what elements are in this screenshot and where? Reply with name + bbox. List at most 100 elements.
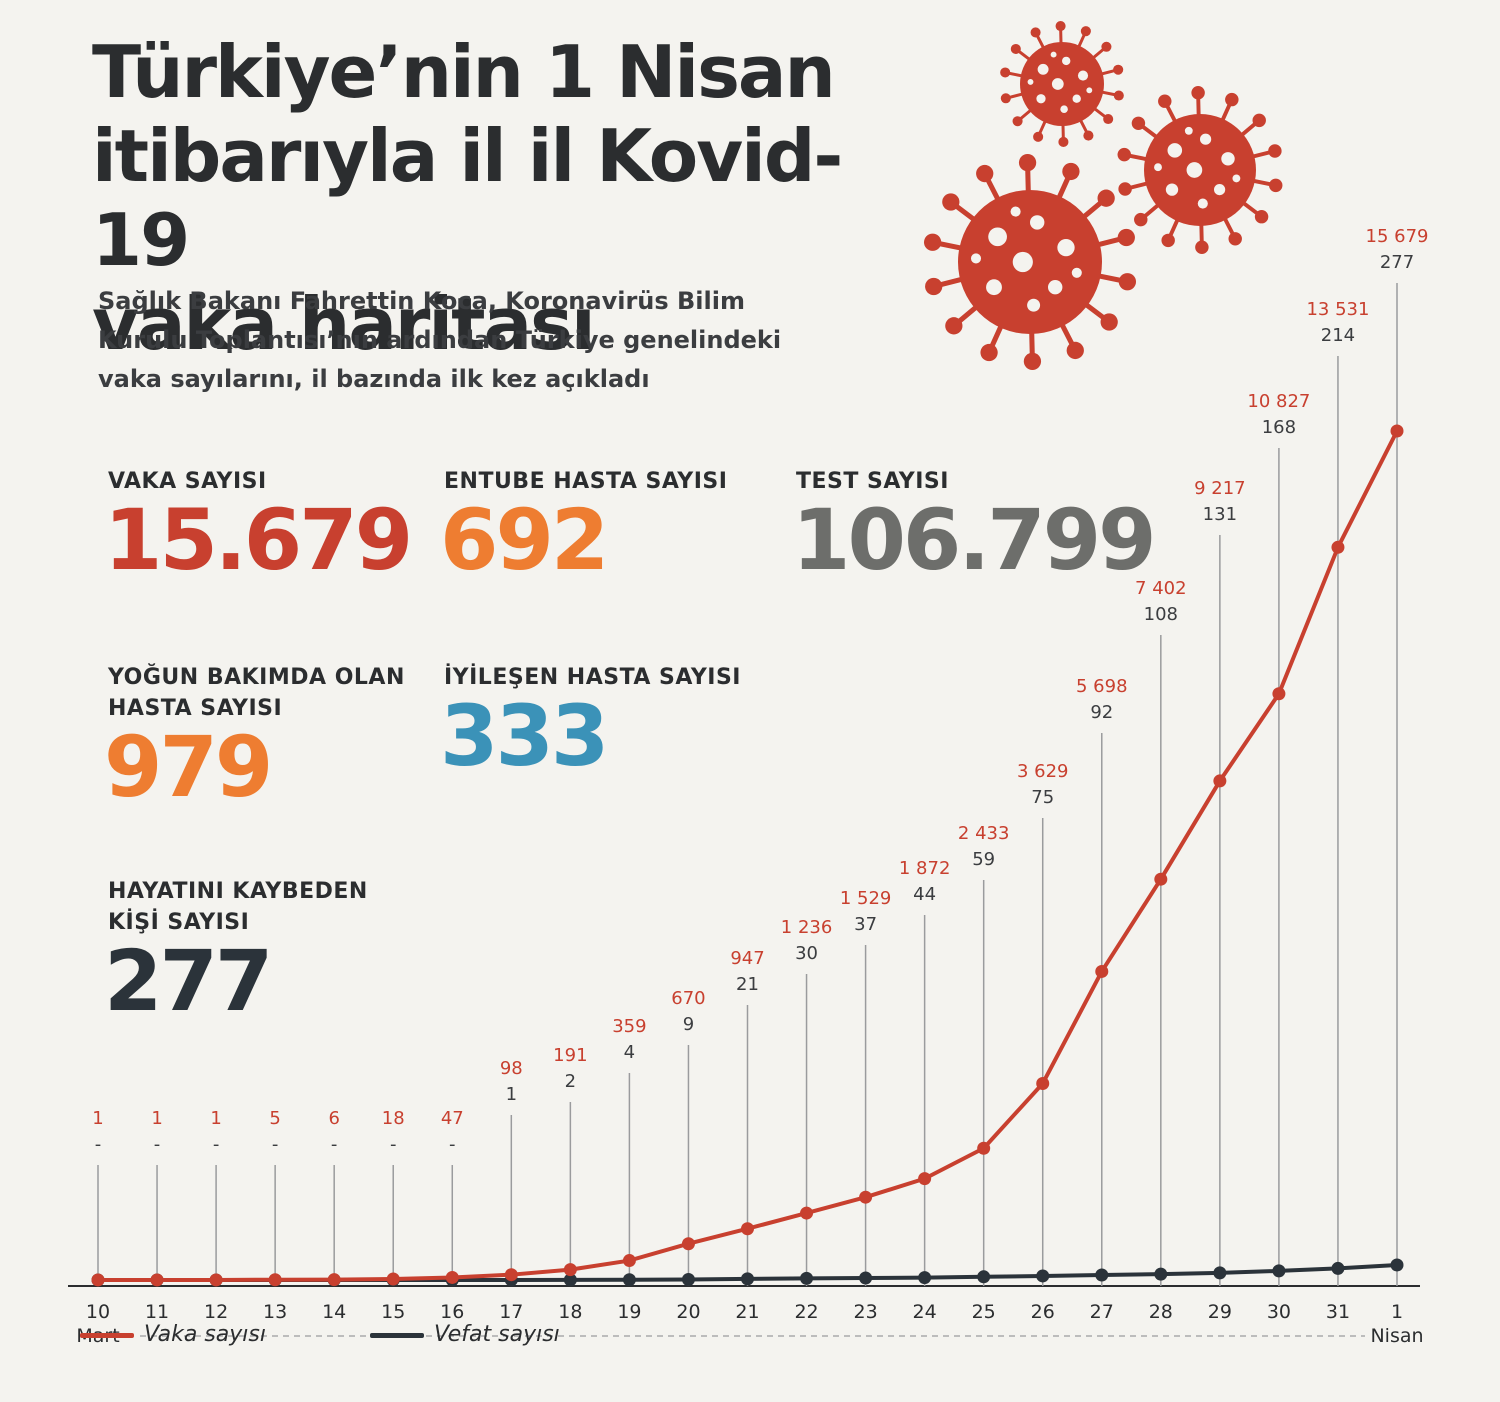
vaka-point: [622, 1254, 636, 1268]
x-tick-label: 19: [617, 1301, 641, 1323]
stat-label: HAYATINI KAYBEDEN KİŞİ SAYISI: [108, 879, 368, 935]
vaka-point: [209, 1273, 223, 1287]
vaka-point: [977, 1141, 991, 1155]
vaka-point: [1272, 687, 1286, 701]
vefat-point: [859, 1271, 873, 1285]
vefat-point: [1154, 1267, 1168, 1281]
vefat-point: [1272, 1264, 1286, 1278]
x-tick-label: 16: [440, 1301, 464, 1323]
data-label-vefat: 92: [1090, 702, 1113, 723]
vaka-point: [91, 1273, 105, 1287]
x-tick-label: 21: [735, 1301, 759, 1323]
vaka-point: [1154, 872, 1168, 886]
vaka-point: [741, 1222, 754, 1236]
vefat-point: [1213, 1266, 1227, 1280]
data-label-vaka: 1 529: [840, 888, 892, 909]
vaka-point: [327, 1273, 341, 1287]
data-label-vefat: -: [449, 1134, 456, 1155]
data-label-vaka: 670: [671, 988, 705, 1009]
legend-swatch: [370, 1332, 424, 1338]
data-label-vefat: 168: [1262, 417, 1296, 438]
vefat-point: [918, 1271, 932, 1285]
x-tick-label: 30: [1267, 1301, 1291, 1323]
vefat-point: [800, 1271, 814, 1285]
vaka-point: [1095, 964, 1109, 978]
subtitle: Sağlık Bakanı Fahrettin Koca, Koronavirü…: [98, 282, 858, 399]
data-label-vaka: 1 236: [781, 917, 833, 938]
stat-iyilesen: İYİLEŞEN HASTA SAYISI 333: [440, 662, 741, 779]
data-label-vefat: 75: [1031, 787, 1054, 808]
vaka-point: [1390, 424, 1404, 438]
stat-vefat: HAYATINI KAYBEDEN KİŞİ SAYISI 277: [104, 876, 368, 1024]
title-line: vaka haritası: [92, 282, 596, 366]
stat-label: YOĞUN BAKIMDA OLAN HASTA SAYISI: [108, 665, 405, 721]
vaka-point: [386, 1272, 400, 1286]
x-tick-label: 11: [145, 1301, 169, 1323]
x-tick-label: 10: [86, 1301, 110, 1323]
data-label-vaka: 13 531: [1306, 299, 1369, 320]
data-label-vaka: 5: [269, 1108, 280, 1129]
vefat-point: [622, 1273, 636, 1287]
x-tick-label: 17: [499, 1301, 523, 1323]
subtitle-line: vaka sayılarını, il bazında ilk kez açık…: [98, 365, 650, 393]
data-label-vefat: -: [154, 1134, 161, 1155]
legend-swatch: [80, 1332, 134, 1338]
vaka-point: [800, 1206, 814, 1220]
stat-value: 15.679: [104, 491, 413, 589]
stat-value: 333: [440, 687, 609, 785]
data-label-vefat: 59: [972, 849, 995, 870]
stat-vaka: VAKA SAYISI 15.679: [104, 466, 413, 583]
vefat-point: [681, 1273, 695, 1287]
stat-entube: ENTUBE HASTA SAYISI 692: [440, 466, 727, 583]
vefat-point: [977, 1270, 991, 1284]
data-label-vefat: 131: [1203, 504, 1237, 525]
x-tick-label: 29: [1208, 1301, 1232, 1323]
data-label-vaka: 5 698: [1076, 676, 1128, 697]
subtitle-line: Sağlık Bakanı Fahrettin Koca, Koronavirü…: [98, 287, 745, 315]
x-tick-label: 14: [322, 1301, 346, 1323]
x-tick-label: 18: [558, 1301, 582, 1323]
page-title: Türkiye’nin 1 Nisan itibarıyla il il Kov…: [92, 30, 932, 366]
data-label-vefat: -: [331, 1134, 338, 1155]
title-line: itibarıyla il il Kovid-19: [92, 114, 843, 282]
vefat-point: [563, 1273, 577, 1287]
vaka-point: [504, 1268, 518, 1282]
data-label-vaka: 1: [92, 1108, 103, 1129]
vaka-point: [859, 1190, 873, 1204]
data-label-vaka: 15 679: [1366, 226, 1429, 247]
month-label-end: Nisan: [1370, 1325, 1423, 1347]
stat-test: TEST SAYISI 106.799: [792, 466, 1157, 583]
legend-vefat: Vefat sayısı: [370, 1322, 560, 1347]
stat-value: 106.799: [792, 491, 1157, 589]
data-label-vaka: 9 217: [1194, 478, 1246, 499]
vaka-point: [1213, 774, 1227, 788]
title-line: Türkiye’nin 1 Nisan: [92, 30, 836, 114]
data-label-vefat: 30: [795, 943, 818, 964]
stat-label: VAKA SAYISI: [108, 469, 267, 494]
data-label-vefat: 9: [683, 1014, 694, 1035]
data-label-vefat: -: [390, 1134, 397, 1155]
data-label-vaka: 18: [382, 1108, 405, 1129]
vefat-point: [1390, 1258, 1404, 1272]
data-label-vaka: 1: [151, 1108, 162, 1129]
data-label-vefat: 2: [565, 1071, 576, 1092]
data-label-vaka: 47: [441, 1108, 464, 1129]
x-tick-label: 13: [263, 1301, 287, 1323]
data-label-vaka: 10 827: [1247, 391, 1310, 412]
x-tick-label: 25: [972, 1301, 996, 1323]
vaka-point: [1036, 1076, 1050, 1090]
stat-value: 277: [104, 932, 273, 1030]
x-tick-label: 12: [204, 1301, 228, 1323]
vaka-point: [445, 1270, 459, 1284]
data-label-vaka: 3 629: [1017, 761, 1069, 782]
data-label-vefat: 214: [1321, 325, 1355, 346]
subtitle-line: Kurulu Toplantısı’nın ardından Türkiye g…: [98, 326, 782, 354]
data-label-vaka: 947: [730, 948, 764, 969]
x-tick-label: 22: [794, 1301, 818, 1323]
stat-label: TEST SAYISI: [796, 469, 949, 494]
stat-value: 692: [440, 491, 609, 589]
x-tick-label: 23: [853, 1301, 877, 1323]
data-label-vaka: 359: [612, 1016, 646, 1037]
data-label-vaka: 1 872: [899, 858, 951, 879]
